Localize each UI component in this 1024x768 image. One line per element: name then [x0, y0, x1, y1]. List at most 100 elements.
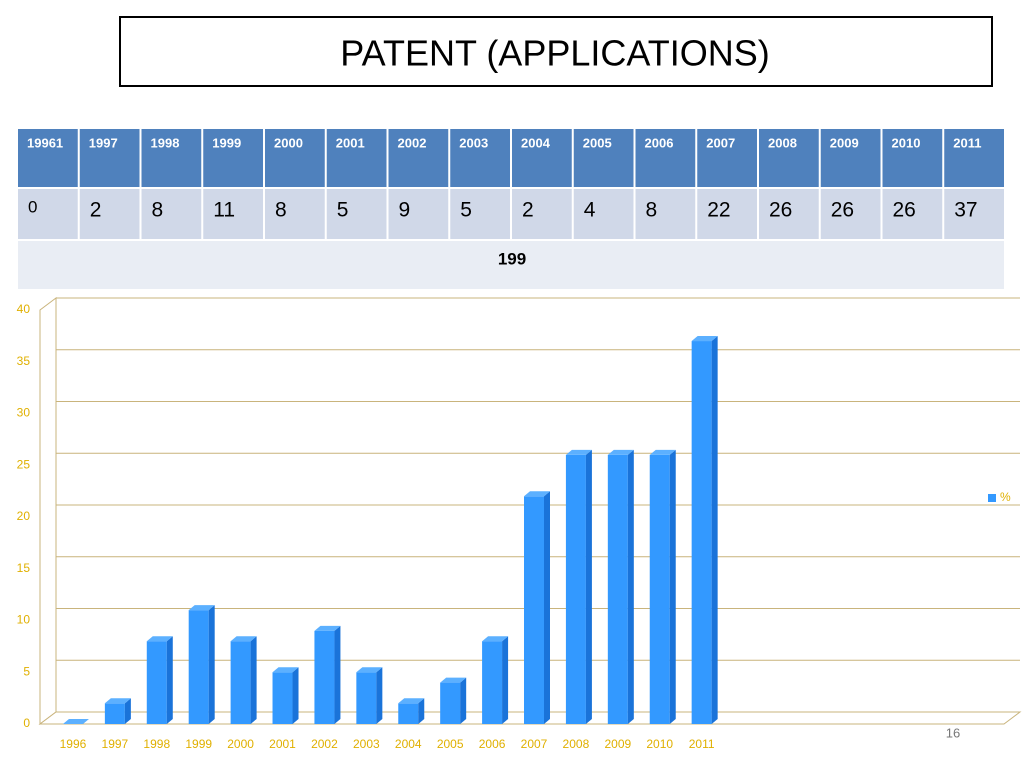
bar-side — [251, 636, 257, 724]
bar-front — [147, 641, 167, 724]
value-text: 5 — [337, 199, 349, 222]
value-text: 8 — [152, 199, 164, 222]
header-text: 2002 — [398, 135, 427, 150]
bar-side — [334, 626, 340, 724]
bar-front — [650, 455, 670, 724]
bar-side — [460, 678, 466, 724]
page-number: 16 — [946, 725, 960, 740]
value-text: 8 — [275, 199, 287, 222]
header-text: 1997 — [89, 135, 118, 150]
value-text: 8 — [646, 199, 658, 222]
x-tick-label: 1997 — [102, 737, 129, 751]
bar — [231, 636, 257, 724]
value-cell — [265, 189, 325, 239]
bar-front — [105, 703, 125, 724]
header-text: 2008 — [768, 135, 797, 150]
slide: PATENT (APPLICATIONS) 16 199610199721998… — [0, 0, 1024, 768]
header-text: 2006 — [645, 135, 674, 150]
x-tick-label: 2002 — [311, 737, 338, 751]
x-tick-label: 2007 — [521, 737, 548, 751]
value-text: 37 — [954, 199, 977, 222]
bar — [482, 636, 508, 724]
header-text: 2011 — [953, 135, 981, 150]
x-tick-label: 2005 — [437, 737, 464, 751]
bar-side — [293, 667, 299, 724]
value-cell — [450, 189, 510, 239]
bar-front — [524, 496, 544, 724]
bar-side — [712, 336, 718, 724]
x-tick-label: 2000 — [227, 737, 254, 751]
value-text: 22 — [707, 199, 730, 222]
x-tick-label: 1999 — [185, 737, 212, 751]
x-tick-label: 2011 — [689, 737, 715, 751]
bar-side — [502, 636, 508, 724]
value-text: 0 — [28, 197, 37, 216]
bar — [314, 626, 340, 724]
bar-side — [628, 450, 634, 724]
bar-side — [376, 667, 382, 724]
header-text: 2010 — [892, 135, 921, 150]
header-text: 2000 — [274, 135, 303, 150]
bar-front — [356, 672, 376, 724]
header-text: 2003 — [459, 135, 488, 150]
bar — [524, 491, 550, 724]
x-tick-label: 1996 — [60, 737, 87, 751]
bar — [692, 336, 718, 724]
value-text: 9 — [399, 199, 411, 222]
y-tick-label: 25 — [17, 457, 31, 471]
value-cell — [327, 189, 387, 239]
header-text: 2001 — [336, 135, 365, 150]
value-text: 5 — [460, 199, 472, 222]
value-cell — [636, 189, 696, 239]
value-cell — [142, 189, 202, 239]
x-tick-label: 1998 — [143, 737, 170, 751]
y-tick-label: 35 — [17, 354, 31, 368]
value-cell — [18, 189, 78, 239]
bar — [566, 450, 592, 724]
y-tick-label: 0 — [23, 716, 30, 730]
total-text: 199 — [498, 249, 526, 268]
bar-front — [692, 341, 712, 724]
x-tick-label: 2003 — [353, 737, 380, 751]
bar-front — [482, 641, 502, 724]
value-text: 26 — [769, 199, 792, 222]
value-text: 4 — [584, 199, 596, 222]
side-wall — [40, 298, 56, 724]
header-text: 1998 — [151, 135, 180, 150]
x-tick-label: 2008 — [563, 737, 590, 751]
y-tick-label: 40 — [17, 302, 31, 316]
bar-side — [544, 491, 550, 724]
x-tick-label: 2010 — [646, 737, 673, 751]
x-tick-label: 2009 — [604, 737, 631, 751]
bar — [147, 636, 173, 724]
bar-side — [586, 450, 592, 724]
y-tick-label: 20 — [17, 509, 31, 523]
header-text: 2004 — [521, 135, 551, 150]
bar — [105, 698, 131, 724]
x-tick-label: 2006 — [479, 737, 506, 751]
header-text: 2005 — [583, 135, 612, 150]
bar-front — [608, 455, 628, 724]
bar-front — [273, 672, 293, 724]
value-cell — [512, 189, 572, 239]
bar-side — [670, 450, 676, 724]
bar-front — [189, 610, 209, 724]
bar-front — [231, 641, 251, 724]
value-cell — [574, 189, 634, 239]
value-cell — [80, 189, 140, 239]
header-text: 2009 — [830, 135, 859, 150]
y-tick-label: 10 — [17, 613, 31, 627]
bar — [398, 698, 424, 724]
legend-swatch — [988, 494, 996, 502]
bar-front — [314, 631, 334, 724]
bar-front — [566, 455, 586, 724]
bar-side — [167, 636, 173, 724]
value-text: 2 — [90, 199, 102, 222]
y-tick-label: 5 — [23, 664, 30, 678]
value-text: 11 — [213, 199, 235, 222]
bar — [650, 450, 676, 724]
bar-front — [440, 683, 460, 724]
bar-front — [398, 703, 418, 724]
bar — [440, 678, 466, 724]
value-text: 2 — [522, 199, 534, 222]
